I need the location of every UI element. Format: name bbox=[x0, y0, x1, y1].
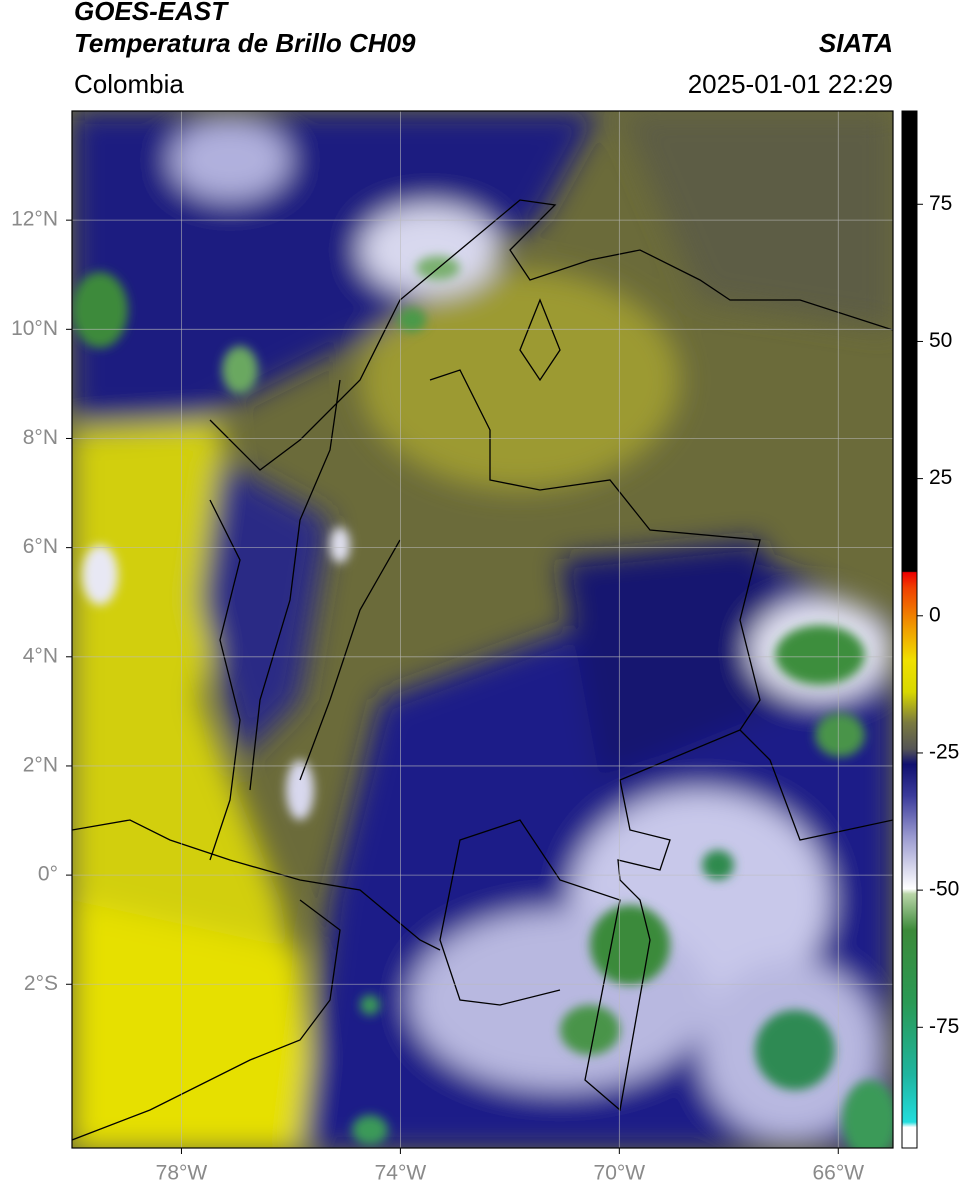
y-tick-label: 2°N bbox=[23, 753, 58, 776]
colorbar-tick-label: -25 bbox=[929, 740, 959, 763]
y-tick-label: 6°N bbox=[23, 535, 58, 558]
colorbar-tick-label: 25 bbox=[929, 466, 952, 489]
y-tick-label: 8°N bbox=[23, 426, 58, 449]
colorbar-tick-label: -75 bbox=[929, 1015, 959, 1038]
colorbar-tick-label: 75 bbox=[929, 192, 952, 215]
x-tick-label: 70°W bbox=[594, 1162, 646, 1185]
colorbar-tick-label: -50 bbox=[929, 878, 959, 901]
satellite-image bbox=[72, 111, 893, 1148]
x-tick-label: 78°W bbox=[156, 1162, 208, 1185]
colorbar-tick-label: 0 bbox=[929, 603, 941, 626]
source: SIATA bbox=[819, 28, 893, 58]
borders bbox=[72, 199, 893, 1141]
y-tick-label: 4°N bbox=[23, 644, 58, 667]
y-tick-label: 10°N bbox=[11, 317, 58, 340]
colorbar bbox=[901, 110, 918, 1149]
x-tick-label: 74°W bbox=[375, 1162, 427, 1185]
x-tick-label: 66°W bbox=[812, 1162, 864, 1185]
subtitle: Temperatura de Brillo CH09 bbox=[74, 28, 416, 58]
datetime: 2025-01-01 22:29 bbox=[688, 69, 893, 99]
y-tick-label: 2°S bbox=[24, 972, 58, 995]
colorbar-tick-label: 50 bbox=[929, 329, 952, 352]
y-tick-label: 0° bbox=[38, 863, 58, 886]
title: GOES-EAST bbox=[74, 0, 229, 26]
map-frame bbox=[71, 110, 894, 1149]
y-tick-label: 12°N bbox=[11, 208, 58, 231]
region: Colombia bbox=[74, 69, 184, 99]
